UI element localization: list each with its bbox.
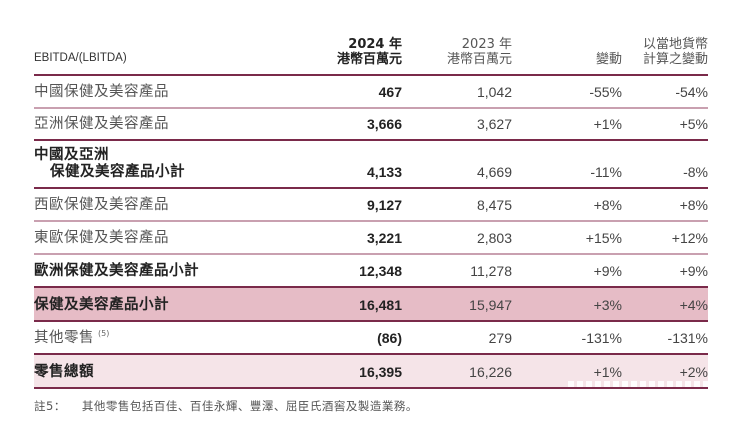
row-name: 其他零售 (5) xyxy=(34,325,109,347)
value-local-change: +9% xyxy=(679,263,708,279)
header-2024: 2024 年 港幣百萬元 xyxy=(337,37,402,67)
value-local-change: +4% xyxy=(679,297,708,313)
value-change: +15% xyxy=(585,230,622,246)
header-2023-unit: 港幣百萬元 xyxy=(446,52,512,67)
value-change: +1% xyxy=(593,364,622,380)
value-local-change: +5% xyxy=(679,116,708,132)
row-name: 保健及美容產品小計 xyxy=(34,297,169,313)
header-change: 變動 xyxy=(595,52,622,67)
row-name: 零售總額 xyxy=(34,364,94,380)
value-2023: 11,278 xyxy=(470,263,512,279)
value-change: +9% xyxy=(593,263,622,279)
value-2024: (86) xyxy=(377,330,402,346)
table-row: 東歐保健及美容產品 3,221 2,803 +15% +12% xyxy=(34,222,708,255)
value-2023: 279 xyxy=(488,330,512,346)
value-change: -55% xyxy=(589,84,622,100)
footnote-ref: (5) xyxy=(98,329,110,339)
value-change: -131% xyxy=(581,330,622,346)
header-2023: 2023 年 港幣百萬元 xyxy=(447,37,512,67)
value-local-change: +8% xyxy=(679,197,708,213)
header-label: EBITDA/(LBITDA) xyxy=(34,52,127,64)
table-row-subtotal-highlight: 保健及美容產品小計 16,481 15,947 +3% +4% xyxy=(34,288,708,322)
value-2024: 3,666 xyxy=(366,116,402,132)
value-2023: 15,947 xyxy=(469,297,512,313)
value-change: +8% xyxy=(593,197,622,213)
row-name-text: 其他零售 xyxy=(34,330,94,346)
header-2024-unit: 港幣百萬元 xyxy=(336,52,402,67)
value-local-change: +2% xyxy=(679,364,708,380)
footnote: 註5： 其他零售包括百佳、百佳永輝、豐澤、屈臣氏酒窖及製造業務。 xyxy=(34,398,418,414)
row-name-line2: 保健及美容產品小計 xyxy=(50,164,185,180)
value-2023: 16,226 xyxy=(469,364,512,380)
table-row-subtotal: 歐洲保健及美容產品小計 12,348 11,278 +9% +9% xyxy=(34,255,708,288)
header-2023-year: 2023 年 xyxy=(461,37,512,52)
value-change: +3% xyxy=(593,297,622,313)
row-name: 東歐保健及美容產品 xyxy=(34,230,169,246)
value-local-change: -131% xyxy=(667,330,708,346)
value-2023: 2,803 xyxy=(476,230,512,246)
value-local-change: -54% xyxy=(675,84,708,100)
table-row: 其他零售 (5) (86) 279 -131% -131% xyxy=(34,322,708,355)
table-header: EBITDA/(LBITDA) 2024 年 港幣百萬元 2023 年 港幣百萬… xyxy=(34,30,708,76)
value-2024: 16,395 xyxy=(359,364,402,380)
footnote-tag: 註5： xyxy=(34,399,66,413)
value-2024: 16,481 xyxy=(359,297,402,313)
value-change: +1% xyxy=(593,116,622,132)
header-2024-year: 2024 年 xyxy=(348,37,402,52)
value-local-change: -8% xyxy=(683,164,708,180)
value-2023: 3,627 xyxy=(476,116,512,132)
header-local-line1: 以當地貨幣 xyxy=(642,37,708,52)
value-2023: 4,669 xyxy=(476,164,512,180)
table-row: 中國保健及美容產品 467 1,042 -55% -54% xyxy=(34,76,708,109)
value-2024: 9,127 xyxy=(366,197,402,213)
table-row: 亞洲保健及美容產品 3,666 3,627 +1% +5% xyxy=(34,109,708,141)
value-2024: 12,348 xyxy=(359,263,402,279)
table-row-subtotal: 中國及亞洲 保健及美容產品小計 4,133 4,669 -11% -8% xyxy=(34,141,708,189)
value-change: -11% xyxy=(590,164,622,180)
row-name-line1: 中國及亞洲 xyxy=(34,147,109,163)
row-name: 西歐保健及美容產品 xyxy=(34,197,169,213)
value-local-change: +12% xyxy=(671,230,708,246)
row-name: 亞洲保健及美容產品 xyxy=(34,116,169,132)
footnote-text: 其他零售包括百佳、百佳永輝、豐澤、屈臣氏酒窖及製造業務。 xyxy=(81,399,418,413)
value-2024: 3,221 xyxy=(366,230,402,246)
header-local-change: 以當地貨幣 計算之變動 xyxy=(643,37,708,67)
row-name: 中國及亞洲 保健及美容產品小計 xyxy=(34,147,185,181)
row-name: 歐洲保健及美容產品小計 xyxy=(34,263,199,279)
value-2024: 467 xyxy=(378,84,402,100)
scan-artifact xyxy=(568,381,708,387)
value-2023: 8,475 xyxy=(476,197,512,213)
table-row: 西歐保健及美容產品 9,127 8,475 +8% +8% xyxy=(34,189,708,222)
row-name: 中國保健及美容產品 xyxy=(34,84,169,100)
header-local-line2: 計算之變動 xyxy=(642,52,708,67)
value-2024: 4,133 xyxy=(366,164,402,180)
value-2023: 1,042 xyxy=(476,84,512,100)
